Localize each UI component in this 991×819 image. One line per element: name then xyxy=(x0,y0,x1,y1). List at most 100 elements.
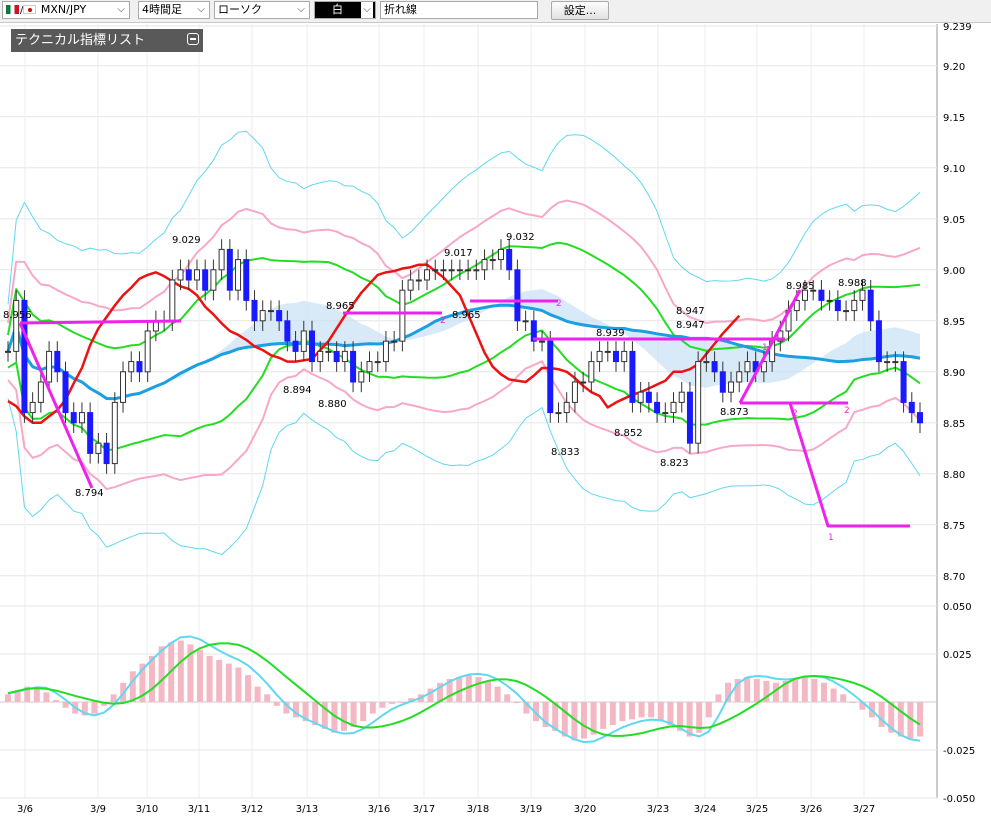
candle-up xyxy=(267,310,274,313)
price-marker-label: 8.833 xyxy=(551,447,580,458)
histogram-bar xyxy=(177,640,184,702)
histogram-bar xyxy=(849,702,856,703)
candle-down xyxy=(908,401,915,414)
candle-up xyxy=(37,381,44,403)
timeframe-select[interactable]: 4時間足 ⌵ xyxy=(138,1,210,19)
candle-up xyxy=(78,412,85,424)
histogram-bar xyxy=(734,678,741,702)
candle-down xyxy=(251,299,258,322)
candle-up xyxy=(456,269,463,272)
histogram-bar xyxy=(878,702,885,727)
histogram-bar xyxy=(571,702,578,741)
candle-up xyxy=(736,371,743,383)
histogram-bar xyxy=(408,698,415,702)
histogram-bar xyxy=(254,686,261,702)
date-tick-label: 3/12 xyxy=(241,804,263,815)
histogram-bar xyxy=(897,702,904,737)
candle-up xyxy=(13,299,20,352)
histogram-bar xyxy=(801,677,808,702)
histogram-bar xyxy=(513,702,520,703)
price-tick-label: 9.20 xyxy=(943,62,965,73)
price-marker-label: 9.029 xyxy=(172,235,201,246)
histogram-bar xyxy=(139,663,146,702)
price-marker-label: 8.873 xyxy=(720,407,749,418)
candle-up xyxy=(892,361,899,364)
symbol-select[interactable]: / MXN/JPY ⌵ xyxy=(2,1,130,19)
candle-down xyxy=(629,350,636,403)
minimize-icon[interactable] xyxy=(187,33,199,45)
histogram-bar xyxy=(561,702,568,737)
price-marker-label: 8.988 xyxy=(838,278,867,289)
histogram-bar xyxy=(773,682,779,702)
histogram-bar xyxy=(331,702,338,733)
candle-down xyxy=(711,361,718,373)
indicator-list-panel[interactable]: テクニカル指標リスト xyxy=(11,29,203,52)
chevron-down-icon: ⌵ xyxy=(297,4,305,15)
candle-up xyxy=(391,340,398,343)
osc-tick-label: 0.050 xyxy=(943,602,972,613)
candle-up xyxy=(111,401,118,465)
histogram-bar xyxy=(360,702,367,722)
candle-up xyxy=(522,320,529,323)
histogram-bar xyxy=(667,702,674,726)
candle-up xyxy=(366,361,373,373)
histogram-bar xyxy=(129,671,136,702)
histogram-bar xyxy=(456,677,463,702)
candle-down xyxy=(719,371,726,393)
histogram-bar xyxy=(158,646,165,702)
price-marker-label: 8.985 xyxy=(786,281,815,292)
toolbar: / MXN/JPY ⌵ 4時間足 ⌵ ローソク ⌵ 白 ⌵ 折れ線 設定... xyxy=(0,0,991,23)
histogram-bar xyxy=(725,682,731,702)
chart-style-select[interactable]: ローソク ⌵ xyxy=(214,1,310,19)
histogram-bar xyxy=(542,702,549,727)
osc-tick-label: 0.025 xyxy=(943,650,972,661)
line-type-field[interactable]: 折れ線 xyxy=(380,1,538,19)
candle-up xyxy=(210,269,217,291)
histogram-bar xyxy=(686,702,693,737)
candle-up xyxy=(637,391,644,403)
candle-up xyxy=(481,259,488,271)
candle-up xyxy=(465,269,472,272)
settings-button[interactable]: 設定... xyxy=(551,1,609,20)
histogram-bar xyxy=(744,677,751,702)
candle-up xyxy=(884,361,891,364)
candle-up xyxy=(259,310,266,322)
histogram-bar xyxy=(590,702,597,735)
candle-up xyxy=(497,248,504,261)
candle-up xyxy=(580,381,587,384)
date-tick-label: 3/20 xyxy=(574,804,596,815)
histogram-bar xyxy=(187,644,194,702)
price-marker-label: 8.880 xyxy=(318,399,347,410)
price-tick-label: 9.10 xyxy=(943,164,965,175)
price-marker-label: 8.965 xyxy=(452,310,481,321)
color-mode-value: 白 xyxy=(332,3,343,16)
color-mode-select[interactable]: 白 ⌵ xyxy=(314,1,376,19)
candle-up xyxy=(46,350,53,383)
candle-up xyxy=(596,350,603,363)
candle-down xyxy=(333,350,340,363)
price-tick-label: 8.90 xyxy=(943,368,965,379)
histogram-bar xyxy=(821,682,827,702)
price-marker-label: 8.823 xyxy=(660,458,689,469)
histogram-bar xyxy=(917,702,923,737)
histogram-bar xyxy=(782,680,789,702)
histogram-bar xyxy=(657,702,664,722)
candle-up xyxy=(424,269,431,281)
candle-up xyxy=(432,269,439,272)
candle-up xyxy=(777,330,784,342)
histogram-bar xyxy=(216,659,223,702)
histogram-bar xyxy=(705,702,712,718)
candle-up xyxy=(555,412,562,415)
candle-down xyxy=(875,320,882,363)
chart-style-value: ローソク xyxy=(218,3,262,16)
candle-up xyxy=(826,299,833,302)
candle-up xyxy=(571,381,578,403)
histogram-bar xyxy=(753,678,760,702)
histogram-bar xyxy=(859,702,866,710)
histogram-bar xyxy=(427,688,434,702)
candle-up xyxy=(193,269,200,281)
histogram-bar xyxy=(811,678,818,702)
candle-down xyxy=(185,269,192,281)
histogram-bar xyxy=(475,677,482,702)
